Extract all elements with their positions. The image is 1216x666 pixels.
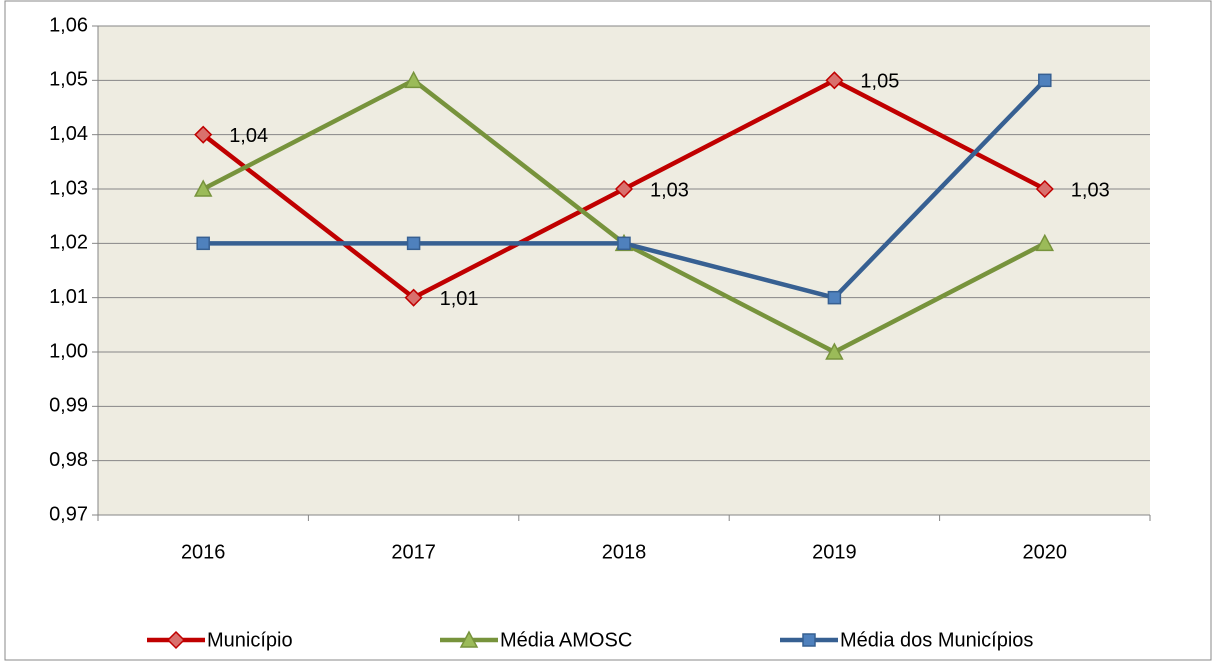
- data-label: 1,04: [229, 125, 268, 147]
- data-label: 1,03: [1071, 179, 1110, 201]
- legend-marker: [459, 630, 479, 648]
- legend-label: Município: [207, 629, 293, 651]
- y-tick-label: 1,04: [49, 123, 88, 145]
- x-tick-label: 2016: [181, 541, 226, 563]
- plot-area: [98, 26, 1150, 515]
- point: [614, 179, 634, 199]
- point: [196, 236, 210, 251]
- point: [404, 288, 423, 307]
- y-tick-label: 1,03: [49, 177, 88, 199]
- y-tick-label: 1,01: [49, 286, 88, 308]
- point: [825, 71, 844, 90]
- data-label: 1,03: [650, 179, 689, 201]
- x-tick-label: 2018: [602, 541, 647, 563]
- point: [1035, 179, 1054, 199]
- point: [1035, 233, 1055, 252]
- y-tick-label: 0,97: [49, 503, 88, 525]
- legend-marker: [166, 630, 186, 650]
- point: [827, 290, 842, 305]
- x-tick-label: 2020: [1023, 541, 1068, 563]
- point: [617, 236, 631, 251]
- data-label: 1,05: [860, 71, 899, 93]
- y-tick-label: 1,00: [49, 340, 88, 362]
- data-label: 1,01: [440, 288, 479, 310]
- point: [825, 342, 844, 360]
- y-tick-label: 1,05: [49, 69, 88, 91]
- legend-label: Média AMOSC: [500, 629, 632, 651]
- y-tick-label: 1,02: [49, 232, 88, 254]
- y-tick-label: 0,98: [49, 449, 88, 471]
- point: [193, 179, 213, 197]
- point: [194, 125, 213, 144]
- point: [1038, 73, 1052, 88]
- y-tick-label: 0,99: [49, 395, 88, 417]
- point: [406, 236, 421, 251]
- x-tick-label: 2019: [812, 541, 857, 563]
- point: [404, 70, 423, 89]
- x-tick-label: 2017: [391, 541, 436, 563]
- legend-marker: [802, 633, 816, 647]
- y-tick-label: 1,06: [49, 14, 88, 36]
- legend-label: Média dos Municípios: [840, 629, 1033, 651]
